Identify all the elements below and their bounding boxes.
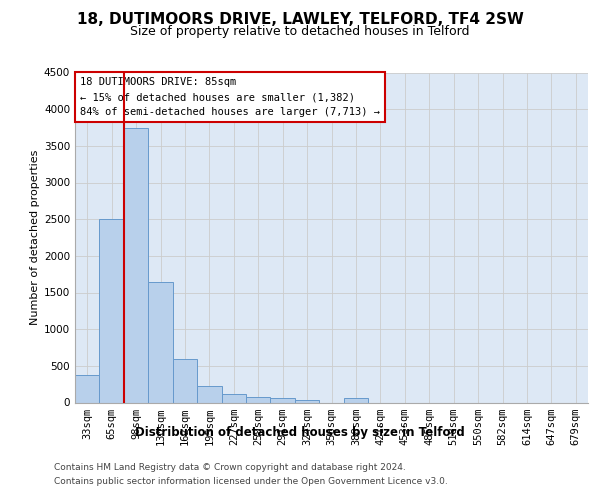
Text: Distribution of detached houses by size in Telford: Distribution of detached houses by size … [135,426,465,439]
Bar [221,394,246,402]
Text: Contains public sector information licensed under the Open Government Licence v3: Contains public sector information licen… [54,477,448,486]
Text: Size of property relative to detached houses in Telford: Size of property relative to detached ho… [130,25,470,38]
Bar [173,358,197,403]
Y-axis label: Number of detached properties: Number of detached properties [30,150,40,325]
Bar [148,282,173,403]
Bar [295,400,319,402]
Bar [124,128,148,402]
Bar [344,398,368,402]
Bar [246,397,271,402]
Bar [75,376,100,402]
Bar [197,386,221,402]
Bar [100,219,124,402]
Text: 18 DUTIMOORS DRIVE: 85sqm
← 15% of detached houses are smaller (1,382)
84% of se: 18 DUTIMOORS DRIVE: 85sqm ← 15% of detac… [80,78,380,117]
Text: Contains HM Land Registry data © Crown copyright and database right 2024.: Contains HM Land Registry data © Crown c… [54,464,406,472]
Bar [271,398,295,402]
Text: 18, DUTIMOORS DRIVE, LAWLEY, TELFORD, TF4 2SW: 18, DUTIMOORS DRIVE, LAWLEY, TELFORD, TF… [77,12,523,28]
